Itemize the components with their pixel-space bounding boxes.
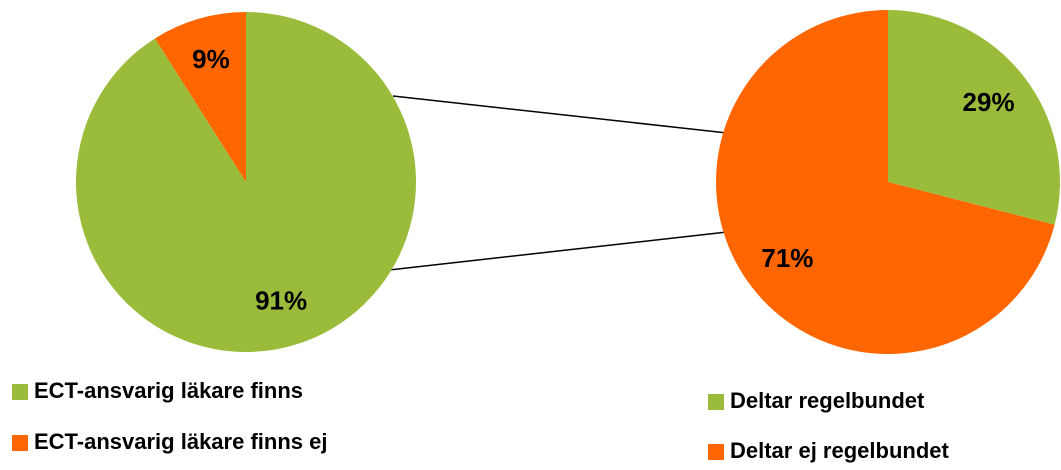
data-label: 9%	[192, 44, 230, 74]
pie-slice	[888, 10, 1061, 225]
pie-slice	[154, 12, 246, 182]
pie-slice	[716, 10, 1055, 354]
connector-line	[392, 95, 728, 134]
data-label: 29%	[963, 87, 1015, 117]
legend-swatch	[12, 435, 28, 451]
legend-swatch	[708, 444, 724, 460]
legend-swatch	[708, 394, 724, 410]
connector-line	[388, 231, 728, 271]
legend-label: Deltar ej regelbundet	[730, 438, 950, 463]
data-label: 71%	[761, 243, 813, 273]
legend-label: ECT-ansvarig läkare finns	[34, 378, 303, 403]
legend-label: ECT-ansvarig läkare finns ej	[34, 429, 327, 454]
legend-swatch	[12, 384, 28, 400]
data-label: 91%	[255, 286, 307, 316]
legend-label: Deltar regelbundet	[730, 388, 925, 413]
pie-slice	[75, 12, 416, 352]
